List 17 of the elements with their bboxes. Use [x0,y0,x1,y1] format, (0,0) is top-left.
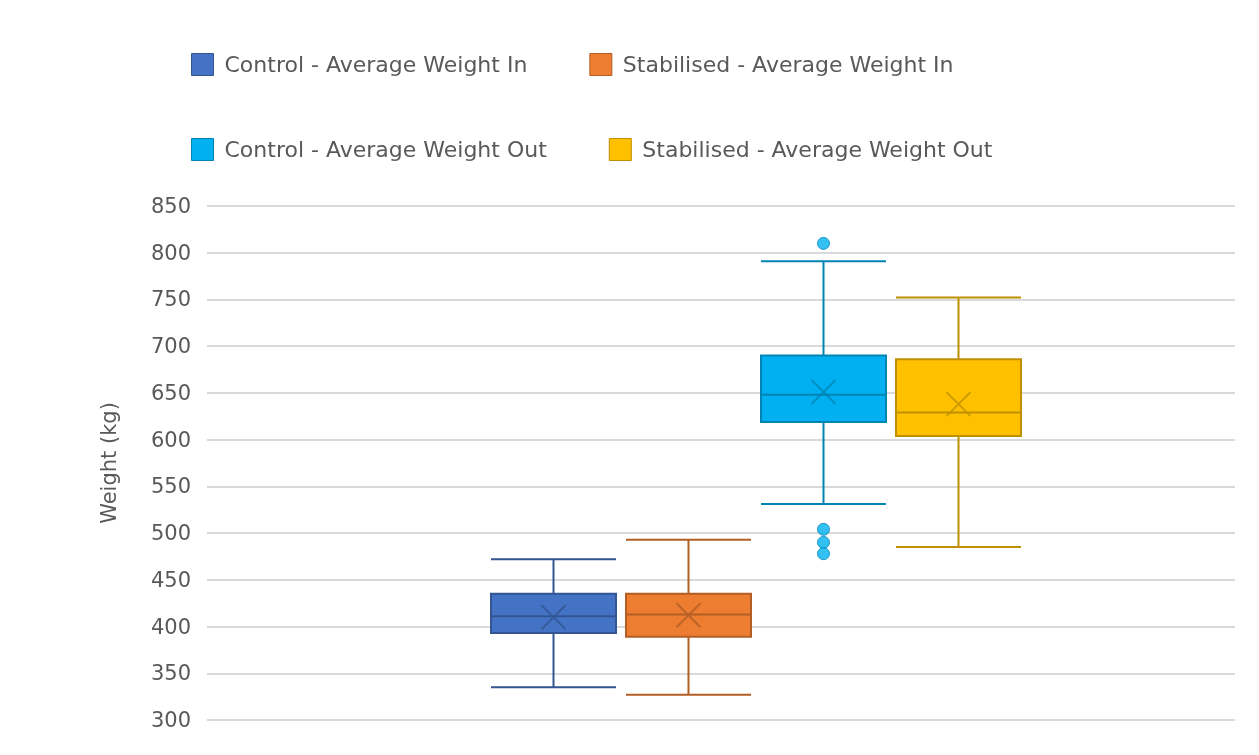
y-tick-label: 750 [150,287,191,312]
y-tick-label: 700 [150,334,191,359]
y-tick-label: 650 [150,380,191,405]
legend-label: Control - Average Weight Out [224,137,548,162]
y-tick-label: 350 [150,661,191,686]
legend-label: Stabilised - Average Weight In [622,52,954,77]
y-tick-label: 400 [150,614,191,639]
legend-label: Control - Average Weight In [224,52,528,77]
y-tick-label: 600 [150,427,191,452]
legend-label: Stabilised - Average Weight Out [642,137,993,162]
y-tick-label: 550 [150,474,191,499]
y-axis-title: Weight (kg) [96,402,121,524]
y-tick-label: 300 [150,708,191,732]
y-tick-label: 450 [150,567,191,592]
y-tick-label: 800 [150,240,191,265]
y-tick-label: 850 [150,194,191,218]
y-tick-label: 500 [150,521,191,546]
